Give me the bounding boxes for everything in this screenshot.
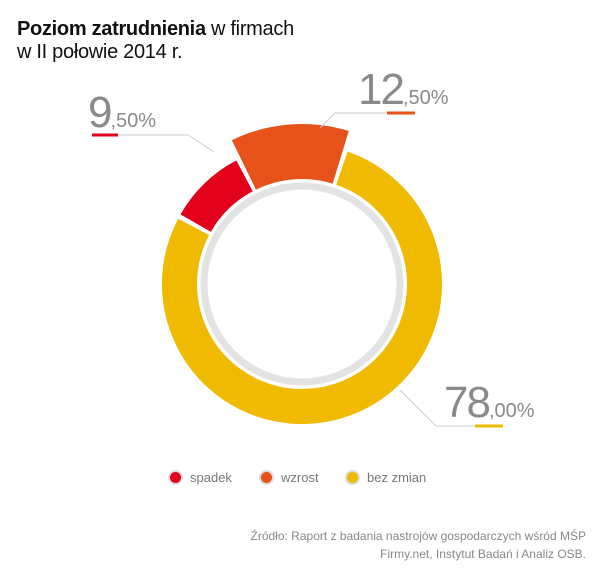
leader-lines	[118, 112, 476, 427]
source-note: Źródło: Raport z badania nastrojów gospo…	[251, 527, 587, 563]
slice-spadek	[180, 160, 253, 232]
legend-dot	[261, 472, 272, 483]
slice-wzrost	[231, 123, 349, 190]
legend-item-spadek: spadek	[170, 470, 232, 485]
title-rest: w firmach	[205, 18, 294, 40]
legend-item-bez-zmian: bez zmian	[347, 470, 426, 485]
legend-label: bez zmian	[367, 470, 427, 485]
label-spadek: 9,50%	[88, 88, 156, 137]
legend-dot	[347, 472, 358, 483]
title-line2: w II połowie 2014 r.	[17, 41, 183, 63]
label-wzrost: 12,50%	[358, 65, 449, 114]
source-line2: Firmy.net, Instytut Badań i Analiz OSB.	[380, 547, 586, 561]
inner-ring	[200, 182, 404, 386]
legend-dot	[170, 472, 181, 483]
legend-item-wzrost: wzrost	[261, 470, 319, 485]
source-line1: Źródło: Raport z badania nastrojów gospo…	[250, 529, 587, 543]
legend-label: wzrost	[281, 470, 319, 485]
legend-label: spadek	[190, 470, 232, 485]
label-bez-zmian: 78,00%	[444, 378, 535, 427]
title-bold: Poziom zatrudnienia	[17, 18, 206, 40]
chart-title: Poziom zatrudnienia w firmach w II połow…	[17, 18, 294, 64]
